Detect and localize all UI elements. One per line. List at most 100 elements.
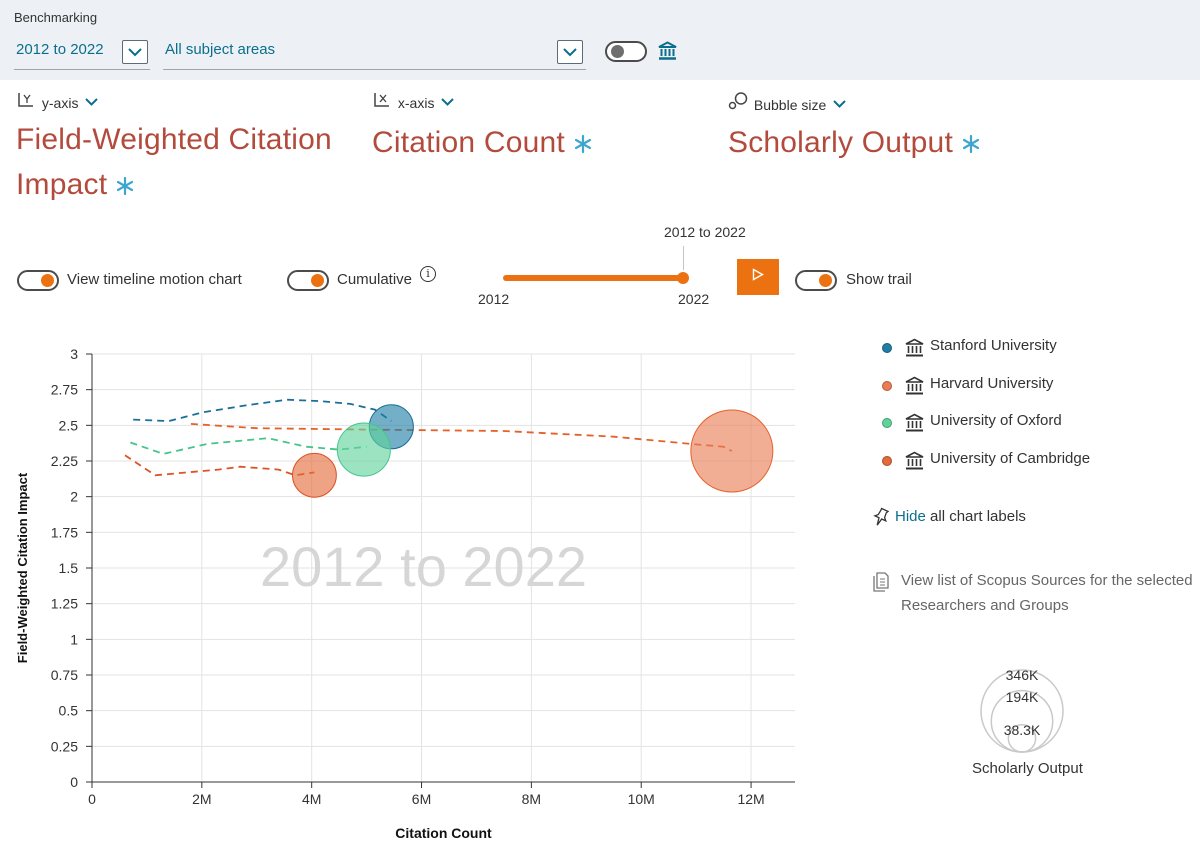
legend-label: Harvard University [930,374,1054,392]
x-tick-label: 0 [88,791,96,807]
legend-dot [882,455,892,466]
toggle-knob [41,274,54,287]
toggle-knob [611,45,624,58]
scopus-sources-link[interactable]: View list of Scopus Sources for the sele… [873,568,1198,618]
document-icon [873,572,889,600]
slider-start-label: 2012 [478,291,510,307]
size-legend-label: 38.3K [1004,722,1041,738]
slider-end-label: 2022 [678,291,710,307]
y-axis-icon [16,92,38,111]
legend-label: Stanford University [930,337,1057,354]
chevron-down-icon[interactable] [441,93,455,109]
hide-labels-link[interactable]: Hide [895,508,926,525]
chevron-down-icon[interactable] [833,95,846,111]
y-tick-label: 1.75 [51,524,78,540]
legend-label: University of Cambridge [930,449,1091,467]
y-tick-label: 1.25 [51,596,78,612]
show-trail-label: Show trail [846,271,912,288]
scopus-sources-text: View list of Scopus Sources for the sele… [901,572,1193,614]
y-tick-label: 0.25 [51,738,78,754]
x-tick-label: 4M [302,791,321,807]
y-tick-label: 3 [70,346,78,362]
size-metric[interactable]: Scholarly Output [728,120,981,167]
y-axis-selector[interactable]: y-axis [16,92,99,111]
toggle-knob [819,274,832,287]
institution-toggle[interactable] [605,41,647,62]
hide-labels-row: Hide all chart labels [873,507,1026,526]
y-axis-metric[interactable]: Field-Weighted Citation Impact [16,117,332,209]
y-tick-label: 0.75 [51,667,78,683]
legend-dot [882,343,892,353]
size-metric-text: Scholarly Output [728,126,953,159]
bubble-size-selector[interactable]: Bubble size [728,92,846,113]
timeline-motion-toggle[interactable] [17,270,59,291]
institution-icon [904,413,925,437]
hide-labels-text: all chart labels [930,508,1026,525]
bubble-size-legend: 346K 194K 38.3K [980,667,1064,753]
size-legend-circle [1007,723,1037,753]
institution-icon [904,376,925,400]
x-axis-metric[interactable]: Citation Count [372,120,593,167]
x-axis-title: Citation Count [395,825,492,841]
x-axis-label: x-axis [397,95,435,111]
x-metric-text: Citation Count [372,126,565,159]
trail-stanford-university [133,398,392,423]
cumulative-toggle[interactable] [287,270,329,291]
chevron-down-icon[interactable] [85,93,99,109]
snowflake-icon [961,122,981,167]
size-legend-title: Scholarly Output [972,760,1083,777]
play-button[interactable] [737,259,779,295]
bubble-harvard-university [690,409,774,493]
cumulative-label: Cumulative [337,271,413,288]
trail-university-of-cambridge [124,454,315,477]
y-tick-label: 0.5 [59,703,79,719]
y-tick-label: 1.5 [59,560,79,576]
x-tick-label: 10M [628,791,655,807]
benchmarking-bar: Benchmarking 2012 to 2022 All subject ar… [0,0,1200,80]
x-tick-label: 6M [412,791,431,807]
y-metric-line2: Impact [16,168,108,201]
timeline-motion-label: View timeline motion chart [67,271,242,288]
chevron-down-icon[interactable] [122,40,148,64]
legend-dot [882,418,892,428]
institution-icon [904,451,925,475]
pin-icon [873,507,890,531]
x-tick-label: 12M [737,791,764,807]
info-icon[interactable]: i [420,266,436,282]
x-tick-label: 2M [192,791,211,807]
year-range-value: 2012 to 2022 [16,41,104,58]
x-axis-icon [372,92,394,111]
x-axis-selector[interactable]: x-axis [372,92,455,111]
snowflake-icon [115,164,135,209]
x-tick-label: 8M [522,791,541,807]
y-metric-line1: Field-Weighted Citation [16,123,332,156]
chevron-down-icon[interactable] [557,40,583,64]
year-slider-track[interactable] [503,275,683,281]
institution-icon [904,338,925,362]
range-current-label: 2012 to 2022 [664,224,746,240]
legend-dot [882,380,892,391]
trail-university-of-oxford [130,437,367,455]
legend-label: University of Oxford [930,412,1062,429]
bubble-chart: 2012 to 2022 0 0.25 0.5 0.75 1 1.25 1.5 1.75 2 2.… [15,346,795,841]
institution-icon [657,41,678,66]
year-range-select[interactable]: 2012 to 2022 [14,38,150,70]
chart-watermark: 2012 to 2022 [260,535,587,598]
trail-harvard-university [190,423,733,452]
bubble-university-of-oxford [336,422,391,477]
benchmarking-label: Benchmarking [14,10,98,25]
bubble-size-label: Bubble size [753,97,827,113]
y-tick-label: 2.5 [59,417,79,433]
play-icon [752,268,764,286]
bubble-size-icon [728,92,750,113]
bubble-university-of-cambridge [292,452,337,498]
subject-area-select[interactable]: All subject areas [163,38,586,70]
y-tick-label: 2.75 [51,382,78,398]
range-indicator-line [683,246,684,270]
y-tick-label: 1 [70,631,78,647]
show-trail-toggle[interactable] [795,270,837,291]
snowflake-icon [573,122,593,167]
y-tick-label: 0 [70,774,78,790]
toggle-knob [311,274,324,287]
year-slider-handle[interactable] [677,272,689,284]
